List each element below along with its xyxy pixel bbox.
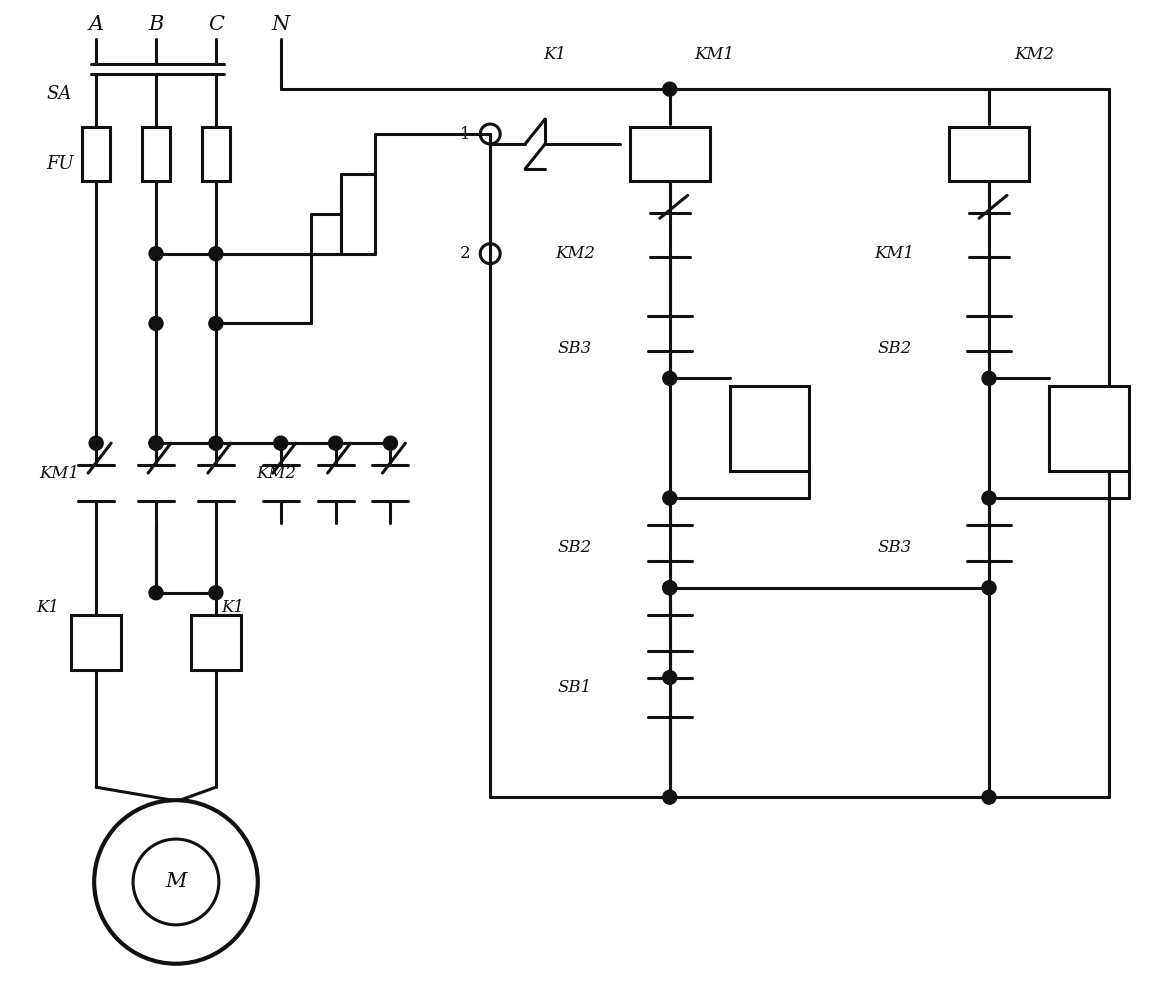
Circle shape [90,436,103,451]
Circle shape [149,436,163,451]
Circle shape [663,581,677,595]
Text: KM2: KM2 [256,465,295,482]
Text: K1: K1 [37,599,60,616]
Circle shape [209,586,223,600]
Text: K1: K1 [543,45,566,62]
Bar [83,127,110,181]
Circle shape [209,247,223,261]
Text: SB2: SB2 [558,539,592,556]
Bar [630,127,710,181]
Text: KM2: KM2 [555,245,595,262]
Text: B: B [148,15,163,34]
Text: KM1: KM1 [746,411,782,425]
Circle shape [209,436,223,451]
Text: KM1: KM1 [874,245,915,262]
Circle shape [663,790,677,804]
Bar [202,127,230,181]
Bar [71,615,121,670]
Text: KM1: KM1 [695,45,734,62]
Circle shape [149,436,163,451]
Bar [142,127,170,181]
Text: 2: 2 [460,245,471,262]
Text: FU: FU [46,155,74,173]
Circle shape [982,371,996,385]
Circle shape [982,790,996,804]
Circle shape [149,247,163,261]
Circle shape [982,581,996,595]
Text: KM2: KM2 [1065,411,1102,425]
Bar [1049,386,1128,471]
Circle shape [384,436,398,451]
Circle shape [663,581,677,595]
Circle shape [663,491,677,505]
Text: SB2: SB2 [877,340,911,357]
Text: KM1: KM1 [39,465,79,482]
Text: SB1: SB1 [558,679,592,696]
Circle shape [663,371,677,385]
Text: SB3: SB3 [877,539,911,556]
Circle shape [209,317,223,331]
Circle shape [982,491,996,505]
Bar [191,615,241,670]
Text: 1: 1 [460,126,471,142]
Circle shape [273,436,287,451]
Circle shape [149,586,163,600]
Bar [949,127,1028,181]
Text: M: M [165,873,186,891]
Text: N: N [271,15,290,34]
Bar [730,386,809,471]
Text: SB3: SB3 [558,340,592,357]
Text: C: C [208,15,224,34]
Circle shape [663,670,677,684]
Text: K1: K1 [221,599,244,616]
Text: SA: SA [46,85,71,103]
Text: KM2: KM2 [1013,45,1054,62]
Circle shape [149,317,163,331]
Circle shape [329,436,342,451]
Text: A: A [88,15,103,34]
Circle shape [663,83,677,96]
